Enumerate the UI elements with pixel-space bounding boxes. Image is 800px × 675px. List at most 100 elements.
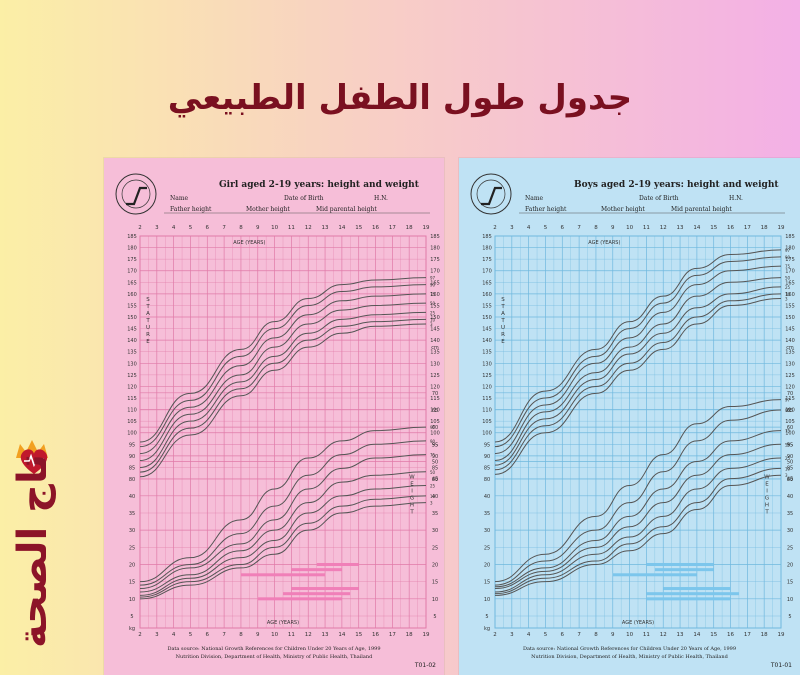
x-tick-label-top: 7 bbox=[222, 225, 226, 231]
weight-letter: E bbox=[765, 482, 769, 488]
stature-letter: T bbox=[145, 304, 150, 310]
plot-frame bbox=[494, 235, 782, 629]
x-tick-label-bottom: 10 bbox=[271, 632, 278, 638]
weight-tick-label-right: 45 bbox=[432, 477, 438, 483]
y-tick-label-left: 175 bbox=[482, 257, 492, 263]
stature-letter: S bbox=[501, 297, 505, 303]
weight-tick-label-left: 25 bbox=[484, 545, 490, 551]
x-tick-label-top: 16 bbox=[727, 225, 734, 231]
x-tick-label-top: 14 bbox=[693, 225, 700, 231]
y-tick-label-left: 175 bbox=[127, 257, 137, 263]
weight-percentile-curve bbox=[139, 426, 427, 583]
stature-percentile-curve bbox=[494, 286, 782, 466]
y-tick-label-left: 160 bbox=[127, 292, 137, 298]
x-tick-label-top: 15 bbox=[355, 225, 362, 231]
y-tick-label-right: 110 bbox=[785, 408, 795, 414]
y-tick-label-right: 85 bbox=[787, 465, 793, 471]
y-tick-label-right: 95 bbox=[787, 442, 793, 448]
stature-percentile-curve bbox=[494, 277, 782, 462]
percentile-label: 97 bbox=[785, 398, 791, 403]
stature-percentile-curve bbox=[139, 284, 427, 448]
percentile-label: 90 bbox=[785, 255, 791, 260]
percentile-label: 90 bbox=[785, 408, 791, 413]
form-field-name: Name bbox=[525, 195, 544, 202]
emblem-growth-icon bbox=[481, 186, 502, 206]
puberty-bar bbox=[283, 592, 351, 596]
weight-tick-label-right: 25 bbox=[787, 545, 793, 551]
x-tick-label-bottom: 19 bbox=[423, 632, 430, 638]
weight-tick-label-left: 15 bbox=[129, 580, 135, 586]
weight-tick-label-right: 70 bbox=[432, 391, 438, 397]
x-tick-label-top: 13 bbox=[322, 225, 329, 231]
weight-tick-label-right: 10 bbox=[432, 597, 438, 603]
weight-percentile-curve bbox=[139, 454, 427, 590]
weight-letter: H bbox=[410, 503, 414, 509]
percentile-label: 50 bbox=[430, 301, 436, 306]
stature-percentile-curve bbox=[139, 277, 427, 443]
weight-percentile-curve bbox=[494, 467, 782, 595]
y-tick-label-left: 95 bbox=[484, 442, 490, 448]
x-tick-label-bottom: 18 bbox=[761, 632, 768, 638]
y-tick-label-left: 90 bbox=[484, 454, 490, 460]
x-tick-label-bottom: 18 bbox=[406, 632, 413, 638]
form-field-mid-parental-height: Mid parental height bbox=[671, 206, 732, 213]
weight-tick-label-right: 5 bbox=[433, 614, 436, 620]
y-tick-label-left: 165 bbox=[127, 280, 137, 286]
weight-tick-label-right: 45 bbox=[787, 477, 793, 483]
weight-tick-label-right: 10 bbox=[787, 597, 793, 603]
stature-letter: S bbox=[146, 297, 150, 303]
y-tick-label-left: 140 bbox=[127, 338, 137, 344]
weight-tick-label-left: 30 bbox=[129, 528, 135, 534]
stature-percentile-curve bbox=[139, 302, 427, 462]
percentile-label: 75 bbox=[430, 292, 436, 297]
y-tick-label-right: 155 bbox=[430, 303, 440, 309]
source-line-1: Data source: National Growth References … bbox=[167, 646, 381, 652]
weight-tick-label-left: 40 bbox=[129, 494, 135, 500]
x-tick-label-top: 2 bbox=[493, 225, 497, 231]
x-tick-label-top: 12 bbox=[660, 225, 667, 231]
x-tick-label-bottom: 9 bbox=[256, 632, 260, 638]
weight-tick-label-right: 30 bbox=[787, 528, 793, 534]
puberty-bar bbox=[291, 587, 359, 591]
form-field-hn: H.N. bbox=[374, 195, 388, 202]
y-tick-label-right: 115 bbox=[430, 396, 440, 402]
puberty-bar bbox=[291, 568, 342, 572]
y-tick-label-left: 80 bbox=[484, 477, 490, 483]
y-tick-label-right: 100 bbox=[430, 431, 440, 437]
weight-tick-label-right: 15 bbox=[787, 580, 793, 586]
y-tick-label-left: 125 bbox=[482, 373, 492, 379]
stature-letter: T bbox=[145, 318, 150, 324]
brand-logo: تاج الصحة bbox=[6, 428, 64, 668]
x-tick-label-bottom: 12 bbox=[305, 632, 312, 638]
stature-percentile-curve bbox=[139, 323, 427, 478]
x-tick-label-top: 8 bbox=[594, 225, 598, 231]
form-field-mid-parental-height: Mid parental height bbox=[316, 206, 377, 213]
puberty-bar bbox=[612, 573, 697, 577]
puberty-bar bbox=[646, 597, 731, 601]
weight-percentile-curve bbox=[494, 474, 782, 596]
weight-percentile-curve bbox=[139, 471, 427, 593]
x-tick-label-bottom: 3 bbox=[510, 632, 514, 638]
y-tick-label-right: 110 bbox=[430, 408, 440, 414]
stature-letter: A bbox=[501, 311, 505, 317]
x-tick-label-top: 15 bbox=[710, 225, 717, 231]
puberty-bar bbox=[316, 562, 359, 566]
y-tick-label-left: 100 bbox=[127, 431, 137, 437]
x-tick-label-top: 5 bbox=[189, 225, 193, 231]
percentile-label: 25 bbox=[785, 285, 791, 290]
weight-tick-label-left: 30 bbox=[484, 528, 490, 534]
stature-letter: T bbox=[500, 318, 505, 324]
y-tick-label-right: 170 bbox=[430, 269, 440, 275]
weight-tick-label-right: 55 bbox=[432, 442, 438, 448]
x-tick-label-bottom: 13 bbox=[677, 632, 684, 638]
y-tick-label-left: 185 bbox=[127, 234, 137, 240]
x-tick-label-bottom: 5 bbox=[544, 632, 548, 638]
y-tick-label-right: 175 bbox=[785, 257, 795, 263]
x-tick-label-bottom: 2 bbox=[138, 632, 142, 638]
y-tick-label-right: 130 bbox=[785, 361, 795, 367]
y-tick-label-right: 140 bbox=[785, 338, 795, 344]
weight-tick-label-right: 35 bbox=[432, 511, 438, 517]
stature-letter: U bbox=[501, 325, 505, 331]
x-tick-label-top: 19 bbox=[423, 225, 430, 231]
y-tick-label-right: 125 bbox=[785, 373, 795, 379]
